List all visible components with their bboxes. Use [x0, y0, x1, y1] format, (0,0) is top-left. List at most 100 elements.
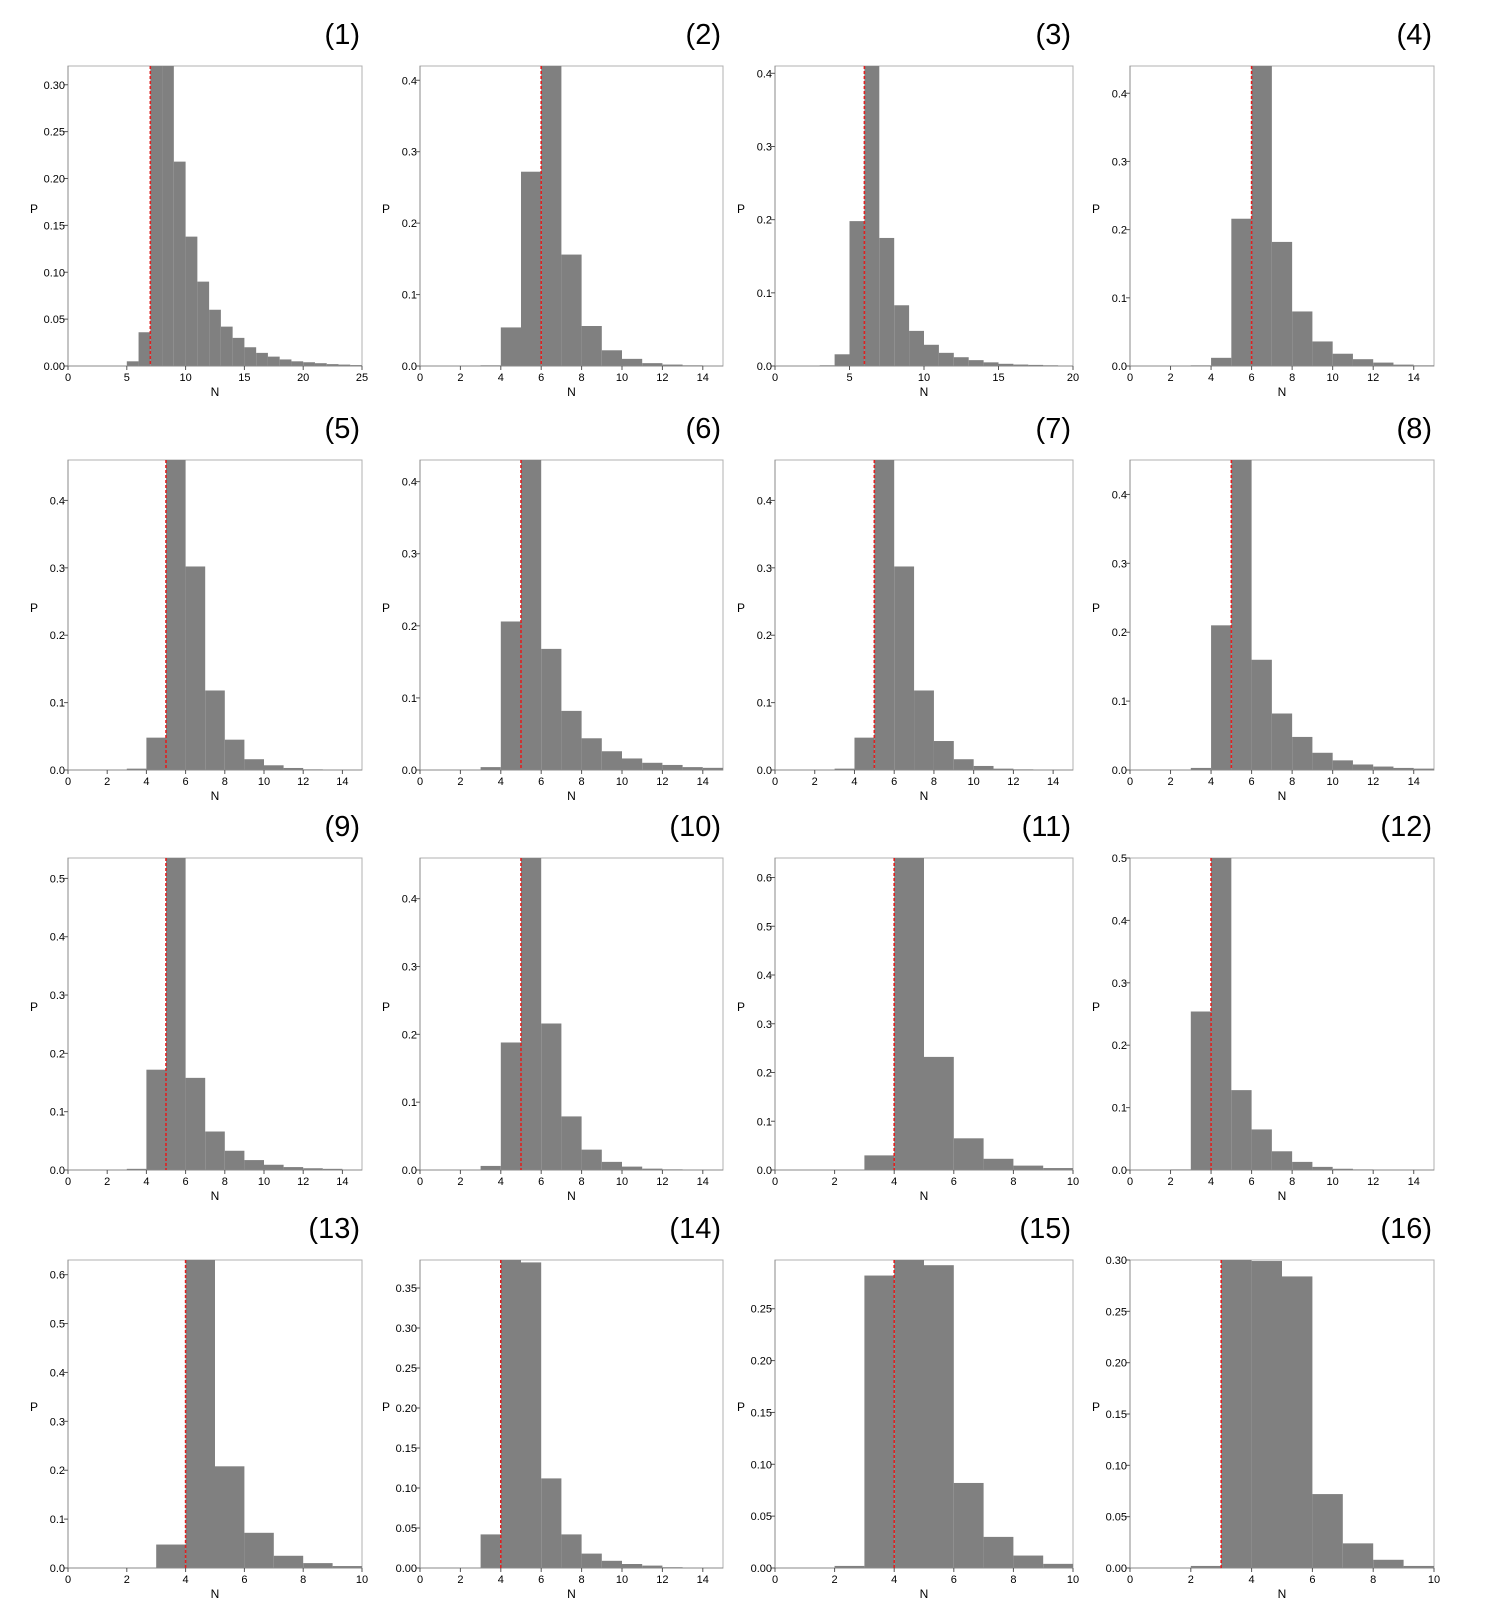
histogram-bar: [1332, 353, 1353, 366]
histogram-bar: [581, 326, 602, 366]
x-tick-label: 6: [241, 1574, 247, 1586]
y-tick-label: 0.25: [44, 127, 65, 139]
histogram-bar: [1251, 66, 1272, 366]
x-axis-label: N: [567, 385, 576, 399]
x-tick-label: 6: [951, 1176, 957, 1188]
histogram-bar: [1231, 218, 1252, 366]
panel-label: (8): [1397, 413, 1432, 445]
histogram-bar: [1013, 364, 1029, 366]
histogram-bar: [1271, 713, 1293, 770]
y-tick-label: 0.3: [757, 141, 772, 153]
histogram-bar: [150, 66, 163, 366]
x-tick-label: 10: [616, 776, 628, 788]
histogram-bar: [215, 1466, 245, 1568]
histogram-bar: [1211, 858, 1232, 1170]
histogram-bar: [1190, 1011, 1212, 1170]
y-axis-label: P: [30, 1000, 38, 1014]
histogram-bar: [834, 354, 850, 366]
y-tick-label: 0.00: [396, 1563, 417, 1575]
y-tick-label: 0.15: [751, 1407, 772, 1419]
y-tick-label: 0.5: [757, 921, 772, 933]
plot-frame: [1129, 857, 1435, 1171]
y-tick-label: 0.3: [50, 563, 65, 575]
y-tick-label: 0.00: [44, 361, 65, 373]
histogram-bar: [541, 66, 562, 366]
y-tick-label: 0.3: [1112, 558, 1127, 570]
y-tick-label: 0.0: [402, 765, 417, 777]
x-tick-label: 8: [579, 776, 585, 788]
y-tick-label: 0.3: [757, 563, 772, 575]
x-tick-label: 12: [656, 776, 668, 788]
histogram-bar: [662, 364, 683, 366]
y-tick-label: 0.2: [402, 218, 417, 230]
histogram-bar: [601, 1560, 622, 1568]
x-tick-label: 4: [498, 1176, 504, 1188]
histogram-bar: [1211, 625, 1232, 770]
y-tick-label: 0.4: [1112, 489, 1127, 501]
histogram-bar: [205, 690, 225, 770]
x-tick-label: 20: [297, 372, 309, 384]
histogram-bar: [662, 764, 683, 770]
x-tick-label: 20: [1067, 372, 1079, 384]
histogram-bar: [541, 648, 562, 770]
y-tick-label: 0.0: [757, 361, 772, 373]
x-tick-label: 2: [457, 1574, 463, 1586]
histogram-bar: [303, 362, 315, 366]
histogram-bar: [500, 1042, 521, 1170]
x-tick-label: 6: [538, 776, 544, 788]
histogram-bar: [1292, 736, 1313, 770]
x-tick-label: 2: [457, 776, 463, 788]
histogram-bar: [1292, 1161, 1313, 1170]
x-tick-label: 4: [1249, 1574, 1255, 1586]
y-tick-label: 0.1: [757, 288, 772, 300]
histogram-bar: [938, 352, 954, 366]
x-tick-label: 2: [1167, 1176, 1173, 1188]
histogram-bar: [879, 237, 895, 366]
histogram-bar: [601, 1161, 622, 1170]
x-tick-label: 2: [457, 1176, 463, 1188]
histogram-bar: [1312, 1166, 1333, 1170]
histogram-bar: [126, 1168, 147, 1170]
histogram-bar: [1231, 1090, 1252, 1170]
x-tick-label: 15: [238, 372, 250, 384]
histogram-bar: [480, 1165, 501, 1170]
y-tick-label: 0.30: [396, 1323, 417, 1335]
panel-label: (9): [325, 811, 360, 843]
x-tick-label: 10: [1327, 372, 1339, 384]
y-tick-label: 0.20: [1106, 1358, 1127, 1370]
x-tick-label: 10: [356, 1574, 368, 1586]
x-tick-label: 6: [1249, 776, 1255, 788]
y-tick-label: 0.1: [1112, 1103, 1127, 1115]
histogram-bar: [983, 1536, 1014, 1568]
histogram-bar: [983, 362, 999, 366]
histogram-bar: [521, 1262, 542, 1568]
histogram-bar: [205, 1131, 225, 1170]
y-tick-label: 0.6: [757, 873, 772, 885]
histogram-bar: [1332, 1168, 1353, 1170]
histogram-bar: [864, 1275, 895, 1568]
histogram-bar: [581, 738, 602, 770]
histogram-panel: 0 2 4 6 8 10 0.00 0.05 0.10 0.15 0.20 0.25 0.30 N P (16…: [1092, 1213, 1440, 1601]
x-axis-label: N: [1278, 789, 1287, 803]
histogram-bar: [682, 767, 703, 770]
y-tick-label: 0.4: [50, 932, 65, 944]
y-tick-label: 0.15: [396, 1443, 417, 1455]
histogram-bar: [983, 1158, 1014, 1170]
histogram-bar: [702, 767, 723, 770]
x-tick-label: 2: [124, 1574, 130, 1586]
y-tick-label: 0.25: [751, 1304, 772, 1316]
histogram-bar: [185, 236, 198, 366]
y-tick-label: 0.3: [1112, 156, 1127, 168]
x-tick-label: 12: [1367, 372, 1379, 384]
histogram-bar: [914, 690, 934, 770]
histogram-bar: [561, 710, 582, 770]
histogram-bar: [162, 66, 174, 366]
x-tick-label: 0: [1127, 1176, 1133, 1188]
histogram-bar: [1190, 767, 1212, 770]
x-tick-label: 0: [417, 776, 423, 788]
histogram-bar: [1251, 1129, 1272, 1170]
histogram-bar: [500, 1260, 521, 1568]
histogram-bar: [314, 363, 327, 366]
panel-label: (3): [1036, 19, 1071, 51]
y-tick-label: 0.5: [1112, 853, 1127, 865]
